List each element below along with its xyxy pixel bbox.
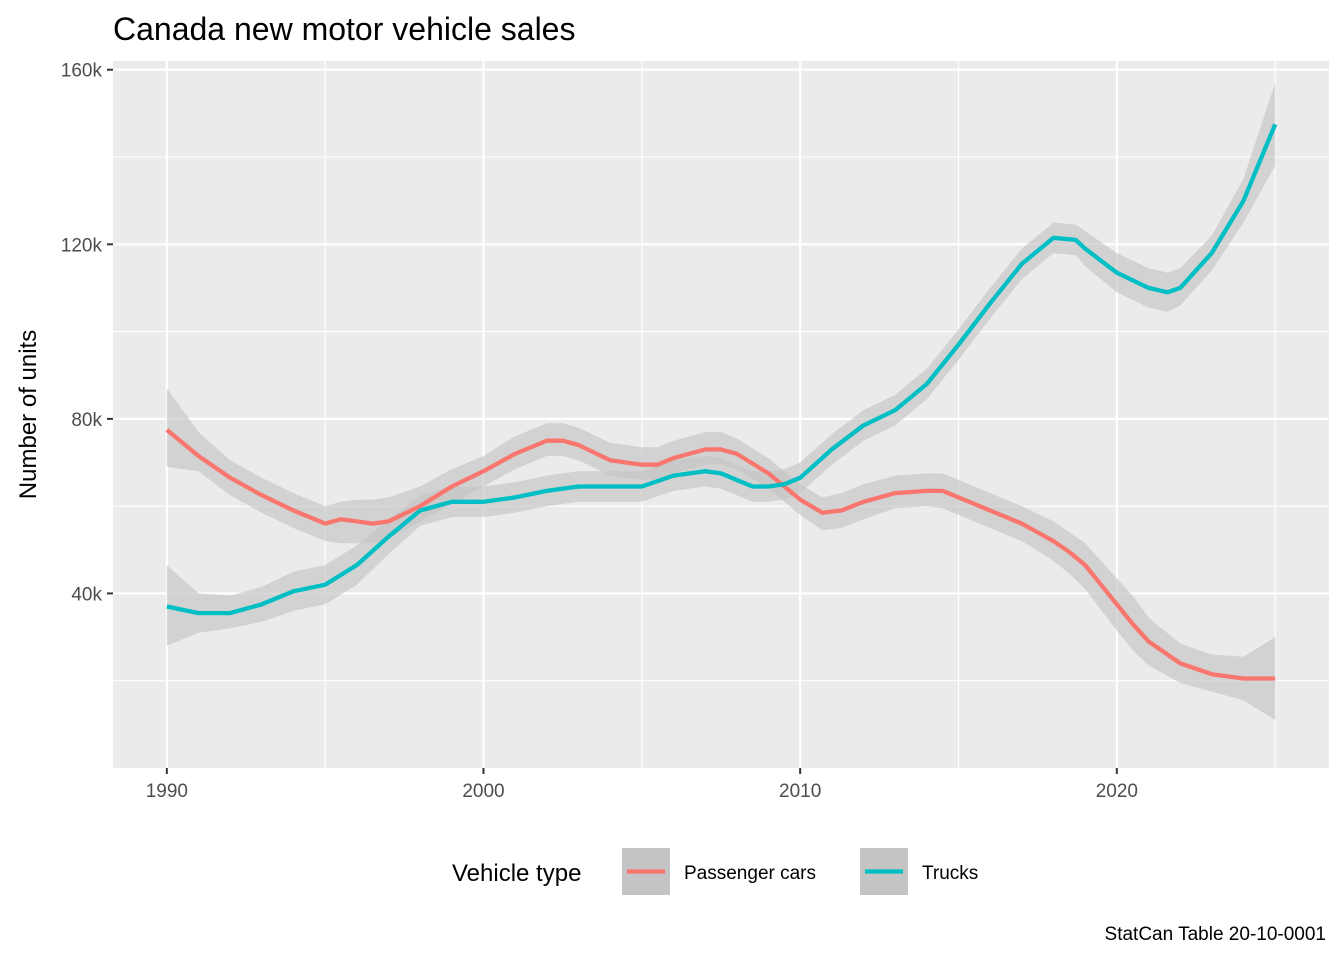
x-tick-label: 2000 — [462, 781, 504, 802]
band-passenger-cars — [166, 388, 1276, 720]
x-axis: 1990 2000 2010 2020 — [146, 768, 1138, 802]
legend-label-trucks: Trucks — [922, 863, 978, 884]
legend-label-passenger-cars: Passenger cars — [684, 863, 816, 884]
line-trucks — [166, 123, 1278, 616]
y-tick-label: 80k — [71, 410, 102, 431]
caption: StatCan Table 20-10-0001 — [1105, 924, 1326, 945]
x-tick-label: 1990 — [146, 781, 188, 802]
y-axis-title: Number of units — [15, 330, 42, 499]
series-lines — [165, 123, 1278, 681]
y-axis: 40k 80k 120k 160k — [61, 61, 113, 605]
line-passenger-cars — [165, 428, 1276, 681]
chart-title: Canada new motor vehicle sales — [113, 11, 575, 47]
plot-panel — [113, 61, 1329, 768]
x-tick-label: 2020 — [1096, 781, 1138, 802]
legend: Vehicle type Passenger cars Trucks — [452, 848, 978, 895]
y-tick-label: 40k — [71, 584, 102, 605]
x-tick-label: 2010 — [779, 781, 821, 802]
y-tick-label: 160k — [61, 61, 103, 82]
legend-title: Vehicle type — [452, 860, 581, 887]
y-tick-label: 120k — [61, 235, 103, 256]
